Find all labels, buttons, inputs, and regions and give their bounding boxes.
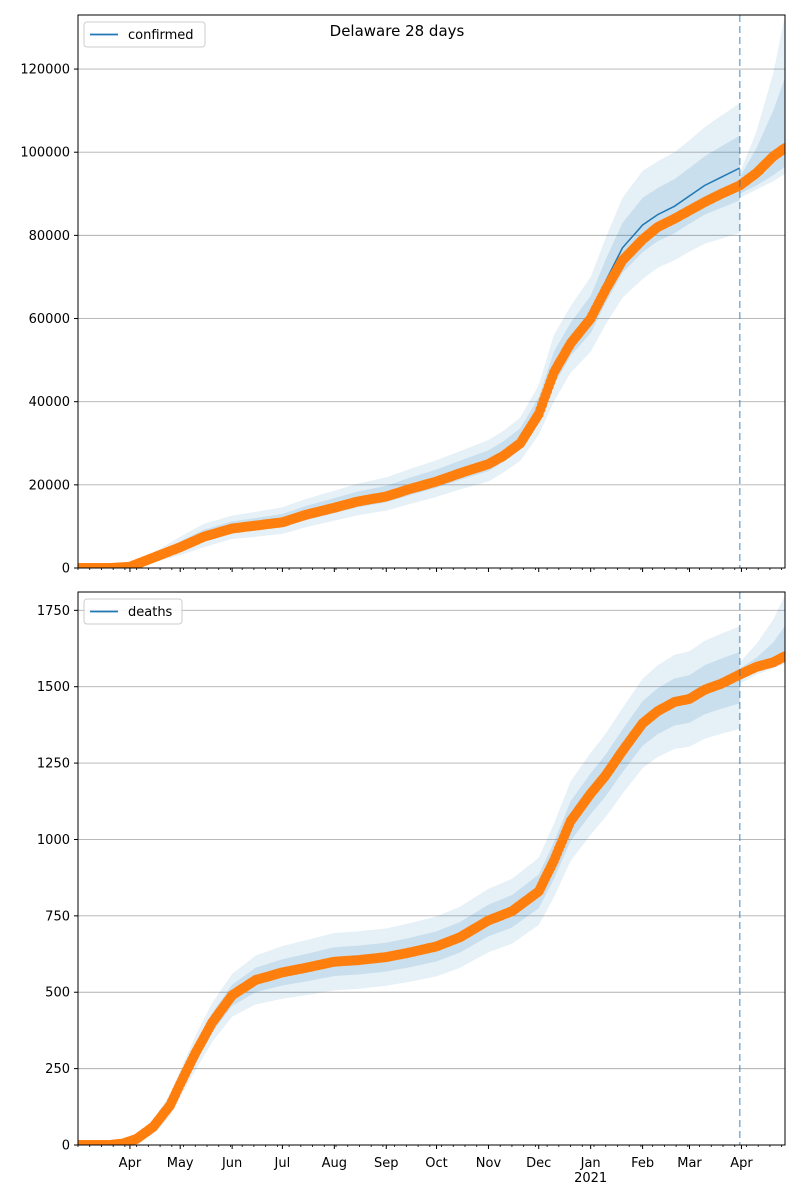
legend-box: [83, 598, 183, 625]
confirmed-model-band-outer: [78, 103, 740, 568]
x-tick-label: Apr: [119, 1156, 142, 1171]
x-tick-label: Apr: [730, 1156, 753, 1171]
confirmed-axes: 0 20000 40000 60000 80000 100000 120000 confirm…: [20, 14, 786, 577]
x-tick-label: Sep: [374, 1156, 399, 1171]
y-tick-label: 40000: [29, 395, 70, 410]
confirmed-model-band-inner: [78, 135, 740, 568]
legend-label: confirmed: [128, 28, 194, 43]
y-tick-label: 80000: [29, 229, 70, 244]
deaths-plot-area: [78, 595, 785, 1145]
x-tick-label: Mar: [677, 1156, 702, 1171]
x-tick-label: Jun: [221, 1156, 242, 1171]
confirmed-observed-series: [78, 143, 785, 568]
x-tick-label: Oct: [425, 1156, 447, 1171]
deaths-legend: deaths: [83, 598, 183, 625]
y-tick-label: 20000: [29, 478, 70, 493]
confirmed-legend: confirmed: [83, 21, 206, 48]
figure-title: Delaware 28 days: [330, 22, 465, 40]
y-tick-label: 250: [45, 1062, 70, 1077]
confirmed-observed-point: [780, 143, 785, 154]
legend-box: [83, 21, 206, 48]
y-tick-label: 500: [45, 986, 70, 1001]
legend-label: deaths: [128, 605, 173, 620]
x-tick-label: May: [167, 1156, 194, 1171]
y-tick-label: 120000: [20, 63, 70, 78]
y-tick-label: 100000: [20, 146, 70, 161]
deaths-axes-frame: [77, 591, 786, 1146]
y-tick-label: 0: [62, 1139, 70, 1154]
y-tick-label: 60000: [29, 312, 70, 327]
y-tick-label: 1250: [37, 757, 70, 772]
confirmed-plot-area: [78, 15, 785, 568]
x-year-label: 2021: [574, 1171, 607, 1186]
y-tick-label: 1750: [37, 604, 70, 619]
deaths-observed-series: [78, 651, 785, 1145]
y-tick-label: 1000: [37, 833, 70, 848]
deaths-axes: 0 250 500 750 1000 1250 1500 1750 Apr May Jun Jul Au…: [37, 591, 786, 1186]
deaths-model-band-outer: [78, 626, 740, 1145]
x-tick-label: Feb: [631, 1156, 654, 1171]
deaths-observed-point: [780, 651, 785, 662]
y-tick-label: 0: [62, 562, 70, 577]
y-tick-label: 1500: [37, 680, 70, 695]
confirmed-forecast-band-inner: [739, 77, 785, 194]
x-tick-label: Dec: [526, 1156, 551, 1171]
x-tick-label: Jan: [580, 1156, 601, 1171]
x-tick-label: Nov: [476, 1156, 502, 1171]
x-tick-label: Aug: [322, 1156, 347, 1171]
x-tick-label: Jul: [274, 1156, 291, 1171]
y-tick-label: 750: [45, 909, 70, 924]
confirmed-axes-frame: [77, 14, 786, 569]
